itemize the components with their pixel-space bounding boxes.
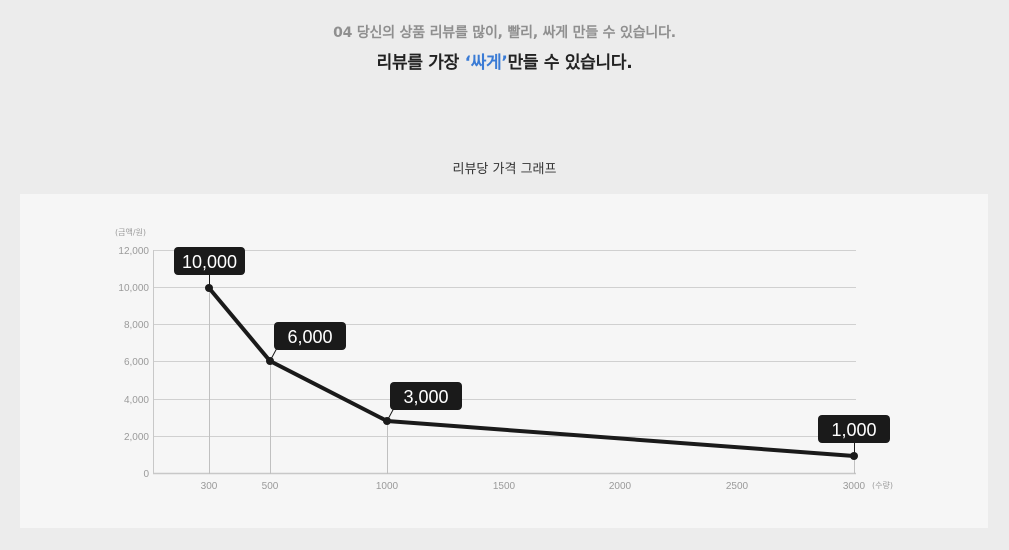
y-tick: 10,000: [118, 283, 149, 294]
x-tick: 1500: [493, 481, 516, 492]
x-tick: 500: [262, 481, 279, 492]
y-axis: (금액/원) 12,000 10,000 8,000 6,000 4,000 2…: [115, 227, 149, 480]
data-label: 6,000: [287, 327, 332, 347]
x-tick: 1000: [376, 481, 399, 492]
data-label: 1,000: [831, 420, 876, 440]
section-subtitle: 04 당신의 상품 리뷰를 많이, 빨리, 싸게 만들 수 있습니다.: [333, 25, 676, 41]
x-tick: 2500: [726, 481, 749, 492]
y-tick: 8,000: [124, 320, 149, 331]
y-tick: 0: [143, 469, 149, 480]
x-axis: 300 500 1000 1500 2000 2500 3000 (수량): [201, 480, 893, 492]
y-tick: 12,000: [118, 246, 149, 257]
y-axis-unit: (금액/원): [115, 227, 146, 237]
title-part-2: 만들 수 있습니다.: [507, 53, 633, 73]
data-label: 10,000: [182, 252, 237, 272]
y-tick: 2,000: [124, 432, 149, 443]
chart-grid: [153, 250, 856, 475]
x-axis-unit: (수량): [872, 480, 893, 490]
chart-card: (금액/원) 12,000 10,000 8,000 6,000 4,000 2…: [20, 194, 988, 528]
y-tick: 4,000: [124, 395, 149, 406]
chart-caption: 리뷰당 가격 그래프: [452, 162, 557, 177]
section-title: 리뷰를 가장 ‘싸게’만들 수 있습니다.: [0, 48, 1009, 73]
data-line: [205, 284, 858, 460]
data-label: 3,000: [403, 387, 448, 407]
y-tick: 6,000: [124, 357, 149, 368]
line-chart: (금액/원) 12,000 10,000 8,000 6,000 4,000 2…: [115, 227, 893, 492]
x-tick: 3000: [843, 481, 866, 492]
title-part-1: 리뷰를 가장: [376, 53, 465, 73]
title-highlight: ‘싸게’: [464, 53, 508, 73]
x-tick: 2000: [609, 481, 632, 492]
x-tick: 300: [201, 481, 218, 492]
data-labels: 10,000 6,000 3,000 1,000: [174, 247, 890, 456]
